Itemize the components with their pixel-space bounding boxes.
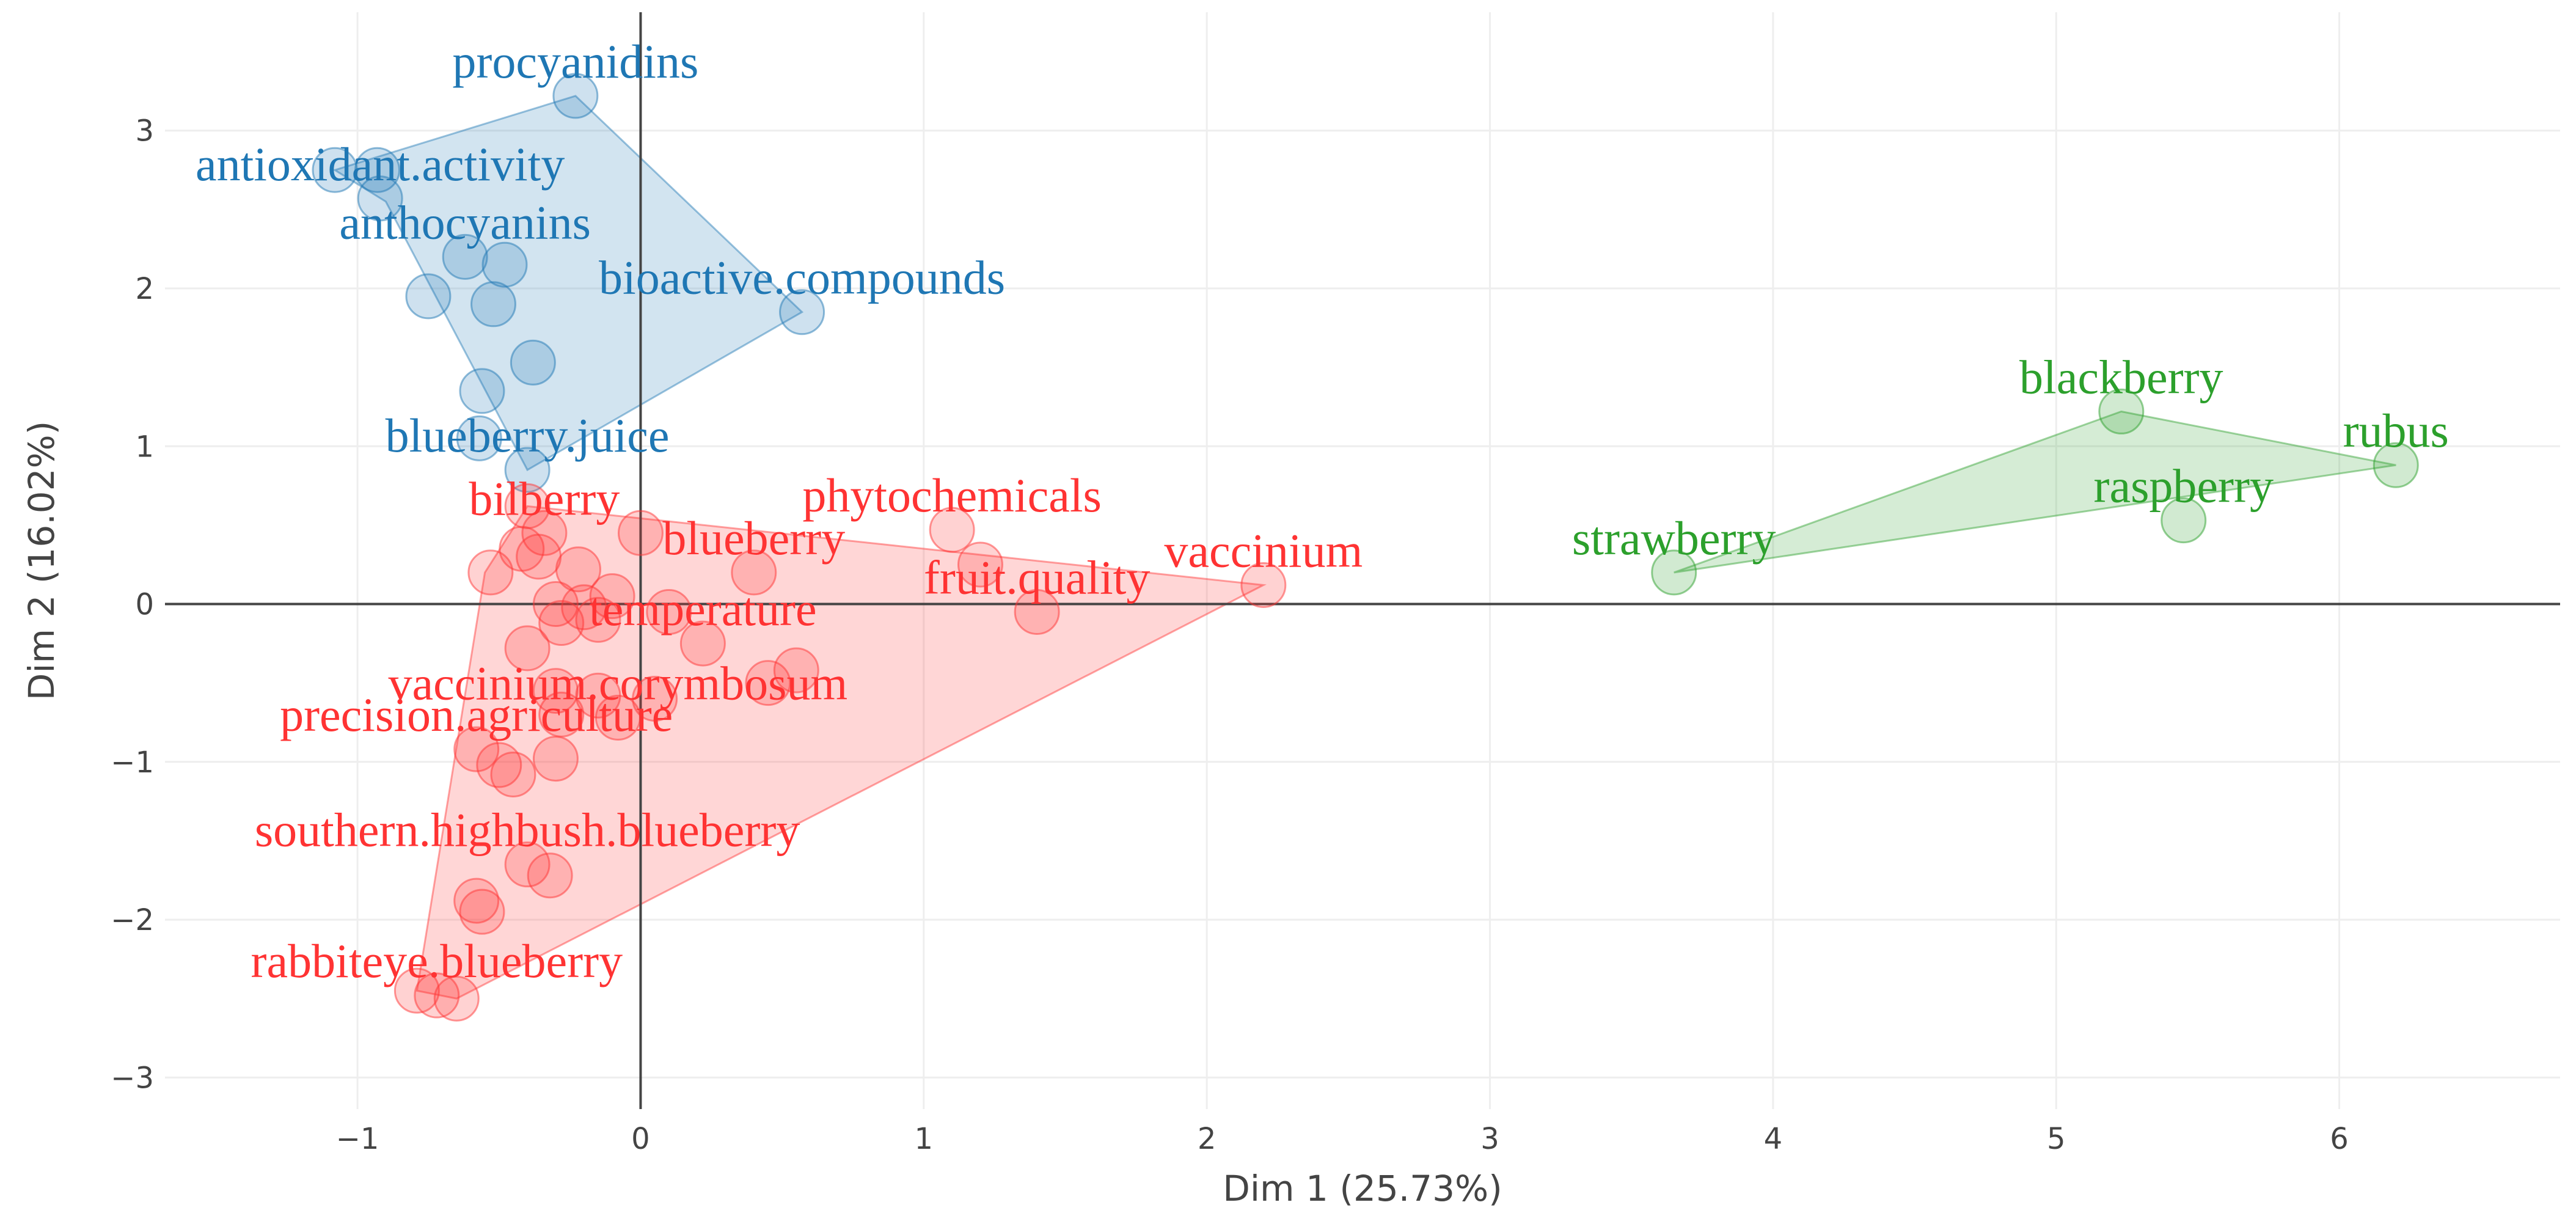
point-label: bilberry [469, 472, 620, 525]
data-point [459, 888, 505, 935]
point-label: blackberry [2019, 350, 2223, 403]
point-label: precision.agriculture [280, 688, 673, 741]
data-point [459, 368, 505, 414]
grid-layer [165, 12, 2560, 1109]
x-tick-label: 1 [915, 1122, 934, 1156]
point-label: blueberry [662, 511, 845, 565]
point-label: fruit.quality [924, 551, 1150, 604]
data-point [679, 620, 726, 667]
point-label: strawberry [1572, 511, 1776, 565]
data-point [555, 546, 602, 593]
x-tick-label: −1 [336, 1122, 379, 1156]
y-tick-label: 3 [135, 114, 154, 148]
y-axis-title: Dim 2 (16.02%) [21, 421, 62, 700]
data-point [414, 972, 460, 1019]
data-point [312, 147, 358, 193]
data-point [504, 841, 551, 888]
axis-layer [165, 12, 2560, 1109]
data-point [510, 339, 556, 386]
point-label: bioactive.compounds [599, 251, 1005, 304]
data-point [745, 660, 791, 706]
point-label: southern.highbush.blueberry [255, 804, 800, 857]
data-point [929, 507, 975, 553]
data-point [575, 596, 621, 643]
data-point [393, 967, 440, 1014]
data-point [476, 742, 522, 788]
y-tick-label: 0 [135, 588, 154, 622]
data-point [1014, 588, 1060, 635]
data-point [442, 233, 488, 280]
data-point [589, 573, 635, 620]
data-point [561, 584, 607, 631]
data-point [504, 447, 551, 493]
data-point [532, 736, 579, 782]
point-label: anthocyanins [339, 196, 591, 249]
data-point [456, 415, 502, 461]
y-tick-label: −1 [111, 745, 154, 780]
data-point [516, 533, 562, 580]
x-tick-label: 4 [1764, 1122, 1783, 1156]
y-tick-label: −3 [111, 1061, 154, 1095]
x-tick-label: 2 [1198, 1122, 1217, 1156]
data-point [470, 281, 516, 328]
data-point [521, 510, 568, 556]
data-point [617, 510, 664, 556]
data-point [2161, 497, 2207, 544]
data-point [773, 647, 819, 694]
data-point [490, 751, 536, 797]
data-point [481, 241, 528, 288]
data-point [527, 852, 573, 899]
data-point-layer [312, 73, 2419, 1022]
point-label: rabbiteye.blueberry [251, 934, 623, 987]
point-label: temperature [589, 582, 816, 635]
point-label: procyanidins [452, 35, 698, 88]
data-point [957, 541, 1003, 588]
data-point [646, 588, 692, 635]
data-point [357, 175, 403, 222]
data-point [405, 273, 452, 320]
data-point [552, 73, 599, 119]
data-point [731, 549, 777, 596]
data-point [504, 625, 551, 672]
cluster-hull-1 [332, 95, 804, 472]
data-point [779, 289, 825, 335]
point-label: vaccinium [1164, 524, 1363, 577]
point-label: phytochemicals [802, 469, 1102, 522]
point-label: blueberry.juice [386, 409, 670, 462]
data-point [538, 600, 585, 646]
y-tick-label: 1 [135, 430, 154, 464]
y-tick-label: 2 [135, 272, 154, 306]
cluster-hull-3 [1674, 410, 2396, 574]
data-point [595, 694, 641, 741]
data-point [1651, 549, 1697, 596]
x-tick-label: 6 [2330, 1122, 2349, 1156]
point-label: rubus [2343, 404, 2449, 457]
x-tick-label: 3 [1480, 1122, 1499, 1156]
x-axis-title: Dim 1 (25.73%) [1223, 1168, 1502, 1209]
point-label: raspberry [2093, 460, 2274, 513]
data-point [433, 975, 480, 1022]
point-label-layer: procyanidins antioxidant.activityanthocya… [196, 35, 2449, 987]
tick-label-layer: −1 0 1 2 3 4 5 6 −3 −2 −1 0 1 2 3 [111, 114, 2349, 1156]
data-point [2373, 442, 2419, 488]
data-point [467, 549, 514, 596]
point-label: antioxidant.activity [196, 137, 565, 191]
data-point [532, 668, 579, 714]
point-label: vaccinium.corymbosum [389, 656, 848, 709]
data-point [453, 726, 500, 772]
data-point [632, 675, 678, 722]
data-point [2098, 388, 2145, 434]
x-tick-label: 0 [631, 1122, 650, 1156]
x-tick-label: 5 [2047, 1122, 2066, 1156]
data-point [1240, 562, 1287, 609]
y-tick-label: −2 [111, 903, 154, 937]
